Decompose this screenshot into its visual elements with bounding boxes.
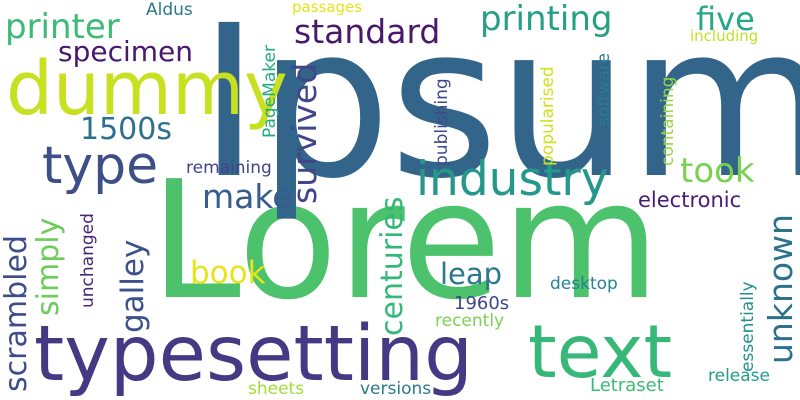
word-letraset: Letraset bbox=[590, 375, 664, 396]
word-five: five bbox=[696, 0, 755, 38]
word-pagemaker: PageMaker bbox=[260, 45, 280, 138]
word-including: including bbox=[690, 27, 759, 45]
word-ipsum: Ipsum bbox=[198, 0, 800, 225]
word-typesetting: typesetting bbox=[34, 310, 473, 399]
word-lorem: Lorem bbox=[150, 147, 661, 336]
word-recently: recently bbox=[435, 311, 505, 331]
word-printing: printing bbox=[480, 0, 613, 39]
word-software: software bbox=[594, 52, 614, 126]
word-1960s: 1960s bbox=[454, 293, 510, 314]
word-popularised: popularised bbox=[538, 66, 558, 166]
word-leap: leap bbox=[440, 257, 503, 291]
word-desktop: desktop bbox=[550, 274, 618, 294]
word-unknown: unknown bbox=[761, 214, 800, 364]
word-versions: versions bbox=[360, 379, 432, 399]
word-standard: standard bbox=[294, 12, 441, 51]
word-containing: containing bbox=[658, 76, 678, 166]
word-printer: printer bbox=[5, 7, 120, 47]
word-sheets: sheets bbox=[248, 379, 305, 399]
word-dummy: dummy bbox=[6, 46, 288, 132]
word-unchanged: unchanged bbox=[78, 213, 98, 308]
word-remaining: remaining bbox=[186, 158, 272, 178]
word-aldus: Aldus bbox=[146, 0, 193, 20]
word-took: took bbox=[680, 151, 755, 191]
word-book: book bbox=[190, 255, 266, 291]
word-text: text bbox=[528, 310, 673, 395]
word-publishing: publishing bbox=[432, 78, 452, 166]
word-centuries: centuries bbox=[375, 196, 410, 337]
word-1500s: 1500s bbox=[80, 112, 172, 147]
word-essentially: essentially bbox=[738, 281, 758, 372]
word-release: release bbox=[708, 366, 770, 386]
word-industry: industry bbox=[416, 152, 609, 207]
word-galley: galley bbox=[115, 239, 151, 333]
word-type: type bbox=[42, 136, 159, 196]
word-survived: survived bbox=[285, 62, 324, 204]
word-passages: passages bbox=[292, 0, 363, 16]
word-make: make bbox=[202, 177, 293, 216]
word-scrambled: scrambled bbox=[0, 235, 34, 392]
word-electronic: electronic bbox=[638, 188, 742, 212]
word-specimen: specimen bbox=[58, 35, 194, 68]
word-simply: simply bbox=[31, 217, 66, 316]
